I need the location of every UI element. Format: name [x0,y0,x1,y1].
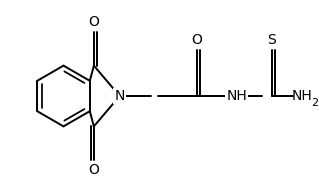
Text: O: O [192,33,203,47]
Text: O: O [88,15,99,29]
Text: O: O [88,163,99,177]
Text: 2: 2 [311,98,318,108]
Text: NH: NH [226,89,247,103]
Text: NH: NH [292,89,312,103]
Text: N: N [115,89,125,103]
Text: S: S [267,33,276,47]
